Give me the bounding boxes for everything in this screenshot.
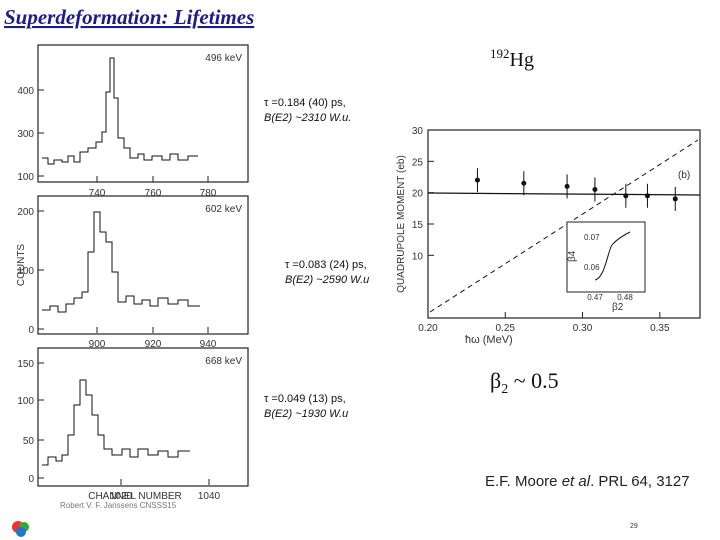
x-tick-label: 0.35 <box>650 323 670 334</box>
x-tick-label: 0.30 <box>573 323 593 334</box>
y-tick-label: 100 <box>17 396 34 407</box>
lifetime: τ =0.184 (40) ps, <box>264 97 346 109</box>
transition-strength: B(E2) ~2310 W.u. <box>264 112 351 124</box>
symbol: β <box>490 368 501 393</box>
frame <box>37 195 249 335</box>
peak-energy: 496 keV <box>205 53 242 64</box>
spectrum-trace <box>42 57 198 165</box>
x-tick-label: 900 <box>89 339 106 350</box>
inset-y-label: β4 <box>567 250 578 262</box>
y-tick-label: 10 <box>412 251 424 262</box>
inset-x-tick: 0.48 <box>617 293 633 302</box>
y-tick-label: 200 <box>17 207 34 218</box>
inset-y-tick: 0.07 <box>584 233 600 242</box>
peak-energy: 668 keV <box>205 356 242 367</box>
mass-number: 192 <box>490 46 510 61</box>
element: Hg <box>510 49 534 71</box>
y-tick-label: 50 <box>23 436 35 447</box>
spectrum-trace <box>42 211 200 313</box>
data-point <box>592 187 598 193</box>
nucleus: 192Hg <box>490 46 534 71</box>
y-axis-label: QUADRUPOLE MOMENT (eb) <box>396 155 407 293</box>
x-tick-label: 780 <box>200 188 217 199</box>
lifetime: τ =0.083 (24) ps, <box>285 259 367 271</box>
x-tick-label: 940 <box>200 339 217 350</box>
x-axis-label: CHANNEL NUMBER <box>88 491 182 502</box>
x-tick-label: 0.20 <box>418 323 438 334</box>
inset-curve <box>594 231 631 281</box>
lifetime: τ =0.049 (13) ps, <box>264 393 346 405</box>
page-number: 29 <box>630 523 638 530</box>
model-line <box>429 139 699 313</box>
data-point <box>644 193 650 199</box>
rest: ~ 0.5 <box>508 368 558 393</box>
credit: Robert V. F. Janssens CNSSS15 <box>60 501 177 510</box>
inset-x-tick: 0.47 <box>587 293 603 302</box>
y-tick-label: 0 <box>28 325 34 336</box>
frame <box>37 44 249 183</box>
data-point <box>623 193 629 199</box>
slide-title: Superdeformation: Lifetimes <box>4 5 254 29</box>
transition-strength: B(E2) ~1930 W.u <box>264 408 348 420</box>
transition-strength: B(E2) ~2590 W.u <box>285 274 369 286</box>
y-tick-label: 25 <box>412 157 424 168</box>
inset-frame <box>566 221 646 293</box>
x-tick-label: 1020 <box>110 491 133 502</box>
x-tick-label: 1040 <box>198 491 221 502</box>
frame <box>37 347 249 487</box>
inset-y-tick: 0.06 <box>584 263 600 272</box>
y-tick-label: 400 <box>17 86 34 97</box>
x-tick-label: 740 <box>89 188 106 199</box>
y-tick-label: 20 <box>412 189 424 200</box>
data-point <box>672 196 678 202</box>
y-tick-label: 150 <box>17 359 34 370</box>
fit-line <box>427 192 701 196</box>
peak-energy: 602 keV <box>205 204 242 215</box>
y-tick-label: 300 <box>17 129 34 140</box>
citation: E.F. Moore et al. PRL 64, 3127 <box>485 473 690 490</box>
authors: E.F. Moore <box>485 473 562 490</box>
x-tick-label: 0.25 <box>496 323 516 334</box>
y-tick-label: 0 <box>28 474 34 485</box>
data-point <box>564 183 570 189</box>
y-axis-label: COUNTS <box>16 244 27 287</box>
subscript: 2 <box>501 382 508 397</box>
data-point <box>521 180 527 186</box>
et-al: et al <box>562 473 591 490</box>
deformation: β2 ~ 0.5 <box>490 368 559 397</box>
data-point <box>474 177 480 183</box>
x-tick-label: 920 <box>145 339 162 350</box>
y-tick-label: 30 <box>412 126 424 137</box>
y-tick-label: 100 <box>17 266 34 277</box>
panel-label: (b) <box>678 170 690 181</box>
logo <box>12 521 29 537</box>
y-tick-label: 100 <box>17 172 34 183</box>
y-tick-label: 15 <box>412 220 424 231</box>
x-tick-label: 760 <box>145 188 162 199</box>
spectra-frames <box>37 44 249 487</box>
reference: . PRL 64, 3127 <box>590 473 690 490</box>
x-axis-label: ħω (MeV) <box>465 334 513 346</box>
inset-x-label: β2 <box>612 302 624 313</box>
spectrum-trace <box>42 379 190 466</box>
